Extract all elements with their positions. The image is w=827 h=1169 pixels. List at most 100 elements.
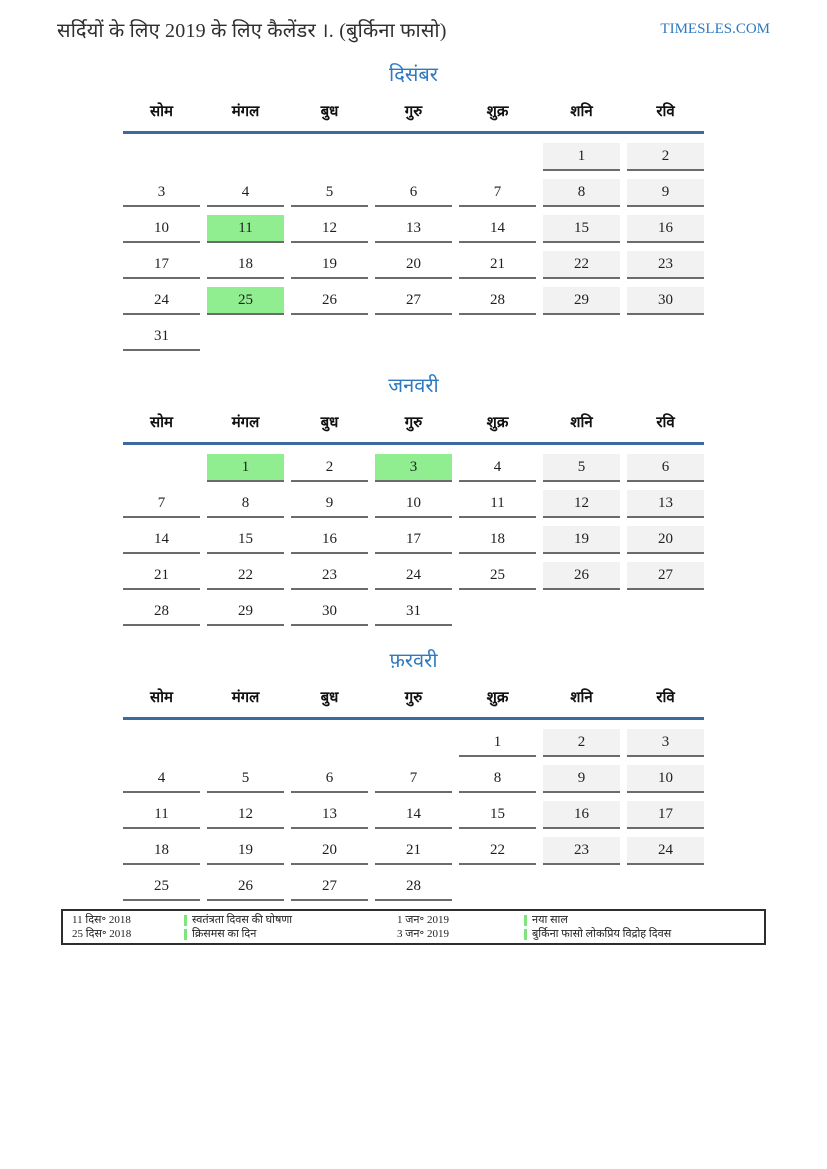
legend-date: 1 जन॰ 2019 [397, 913, 449, 926]
legend-date: 25 दिस॰ 2018 [72, 927, 132, 940]
day-cell: 5 [291, 179, 368, 207]
day-cell: 27 [375, 287, 452, 315]
day-cell: 7 [123, 490, 200, 518]
legend-label: बुर्किना फासो लोकप्रिय विद्रोह दिवस [532, 927, 672, 940]
day-cell: 8 [543, 179, 620, 207]
day-cell: 10 [123, 215, 200, 243]
day-cell: 22 [543, 251, 620, 279]
legend-entry: स्वतंत्रता दिवस की घोषणा [184, 914, 397, 927]
week-row: 24 25 26 27 28 29 30 [123, 287, 704, 315]
empty-cell [375, 143, 452, 171]
weekday-header: सोम [150, 415, 173, 431]
weekday-header: रवि [656, 415, 675, 431]
month-grid: 1 2 3 4 5 6 7 8 9 10 11 12 13 14 15 16 17 18 19 20 21 22 23 24 2… [123, 454, 704, 626]
holiday-marker-icon [184, 914, 187, 926]
weekday-header: शुक्र [486, 104, 509, 120]
day-cell: 11 [123, 801, 200, 829]
legend-date: 11 दिस॰ 2018 [72, 913, 131, 926]
day-cell: 12 [207, 801, 284, 829]
month-title: दिसंबर [389, 64, 438, 86]
day-cell: 4 [459, 454, 536, 482]
holiday-day-cell: 3 [375, 454, 452, 482]
day-cell: 3 [627, 729, 704, 757]
day-cell: 20 [375, 251, 452, 279]
weekday-header-row: सोम मंगल बुध गुरु शुक्र शनि रवि [123, 412, 704, 442]
day-cell: 30 [627, 287, 704, 315]
month-grid: 1 2 3 4 5 6 7 8 9 10 11 12 13 14 15 16 17 18 19 20 21 22 23 24 2… [123, 729, 704, 901]
weekday-header: शनि [570, 104, 593, 120]
weekday-header: शुक्र [486, 690, 509, 706]
legend-entry: नया साल [524, 914, 764, 927]
day-cell: 4 [123, 765, 200, 793]
weekday-header-row: सोम मंगल बुध गुरु शुक्र शनि रवि [123, 101, 704, 131]
day-cell: 6 [627, 454, 704, 482]
day-cell: 5 [207, 765, 284, 793]
legend-dates-column: 11 दिस॰ 2018 25 दिस॰ 2018 [63, 914, 184, 941]
month-grid: 1 2 3 4 5 6 7 8 9 10 11 12 13 14 15 16 17 18 19 20 21 22 23 24 2… [123, 143, 704, 351]
holiday-legend: 11 दिस॰ 2018 25 दिस॰ 2018 स्वतंत्रता दिव… [61, 909, 766, 945]
day-cell: 9 [291, 490, 368, 518]
day-cell: 28 [459, 287, 536, 315]
month-title: जनवरी [388, 375, 439, 397]
week-row: 4 5 6 7 8 9 10 [123, 765, 704, 793]
weekday-header: सोम [150, 104, 173, 120]
day-cell: 31 [375, 598, 452, 626]
holiday-day-cell: 25 [207, 287, 284, 315]
weekday-header: शनि [570, 690, 593, 706]
day-cell: 18 [459, 526, 536, 554]
day-cell: 19 [543, 526, 620, 554]
day-cell: 18 [207, 251, 284, 279]
empty-cell [123, 729, 200, 757]
weekday-header: गुरु [404, 415, 423, 431]
week-row: 28 29 30 31 [123, 598, 704, 626]
header-divider-line [123, 717, 704, 720]
day-cell: 2 [543, 729, 620, 757]
day-cell: 20 [627, 526, 704, 554]
empty-cell [543, 873, 620, 901]
day-cell: 24 [375, 562, 452, 590]
weekday-header: बुध [320, 690, 339, 706]
week-row: 31 [123, 323, 704, 351]
site-link[interactable]: TIMESLES.COM [660, 21, 770, 37]
empty-cell [375, 729, 452, 757]
empty-cell [459, 873, 536, 901]
legend-date: 3 जन॰ 2019 [397, 927, 449, 940]
day-cell: 14 [123, 526, 200, 554]
empty-cell [627, 323, 704, 351]
day-cell: 1 [543, 143, 620, 171]
day-cell: 23 [291, 562, 368, 590]
day-cell: 15 [543, 215, 620, 243]
month-title: फ़रवरी [389, 650, 438, 672]
legend-labels-column: स्वतंत्रता दिवस की घोषणा क्रिसमस का दिन [184, 914, 397, 941]
empty-cell [291, 143, 368, 171]
day-cell: 21 [123, 562, 200, 590]
holiday-marker-icon [184, 928, 187, 940]
legend-labels-column: नया साल बुर्किना फासो लोकप्रिय विद्रोह द… [524, 914, 764, 941]
empty-cell [627, 873, 704, 901]
day-cell: 1 [459, 729, 536, 757]
week-row: 25 26 27 28 [123, 873, 704, 901]
day-cell: 6 [291, 765, 368, 793]
header-divider-line [123, 442, 704, 445]
holiday-marker-icon [524, 914, 527, 926]
day-cell: 18 [123, 837, 200, 865]
weekday-header: बुध [320, 104, 339, 120]
weekday-header: सोम [150, 690, 173, 706]
day-cell: 2 [627, 143, 704, 171]
day-cell: 15 [207, 526, 284, 554]
weekday-header: मंगल [231, 690, 260, 706]
day-cell: 8 [459, 765, 536, 793]
day-cell: 2 [291, 454, 368, 482]
day-cell: 16 [291, 526, 368, 554]
day-cell: 13 [291, 801, 368, 829]
empty-cell [375, 323, 452, 351]
weekday-header: बुध [320, 415, 339, 431]
week-row: 11 12 13 14 15 16 17 [123, 801, 704, 829]
day-cell: 27 [627, 562, 704, 590]
day-cell: 25 [123, 873, 200, 901]
